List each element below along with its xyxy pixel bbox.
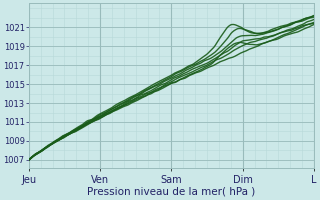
X-axis label: Pression niveau de la mer( hPa ): Pression niveau de la mer( hPa ): [87, 187, 255, 197]
